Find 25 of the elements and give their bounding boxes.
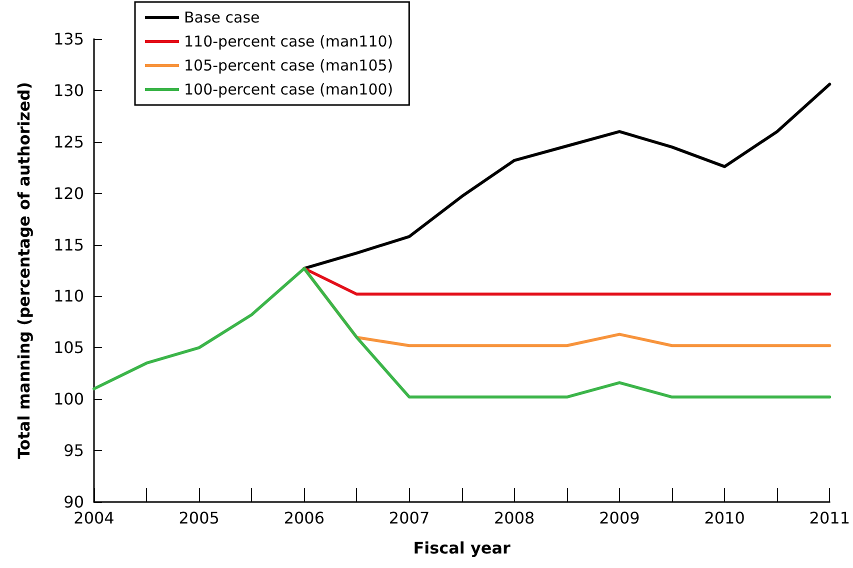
y-tick-label: 90 (64, 492, 84, 512)
y-tick-label: 120 (53, 184, 84, 203)
y-tick-label: 105 (53, 338, 84, 358)
legend-label: 100-percent case (man100) (184, 80, 394, 98)
y-tick-label: 125 (53, 132, 84, 152)
line-series (92, 266, 832, 399)
legend-label: 110-percent case (man110) (184, 32, 394, 50)
y-tick-label: 95 (64, 441, 84, 460)
y-tick-label: 135 (53, 30, 84, 48)
x-axis-title: Fiscal year (413, 538, 511, 558)
y-tick-label: 100 (53, 390, 84, 409)
y-tick-label: 115 (53, 235, 84, 254)
x-tick-label: 2009 (599, 508, 640, 528)
x-tick-label: 2007 (388, 508, 430, 528)
x-tick-label: 2005 (178, 508, 220, 528)
legend-label: 105-percent case (man105) (184, 56, 394, 74)
x-tick-label: 2008 (494, 508, 535, 528)
y-axis-title: Total manning (percentage of authorized) (14, 82, 34, 460)
y-tick-label: 130 (53, 80, 84, 100)
x-tick-label: 2006 (284, 508, 325, 528)
x-tick-label: 2011 (809, 508, 850, 528)
y-tick-label: 110 (53, 286, 84, 306)
legend-label: Base case (184, 8, 260, 26)
x-tick-label: 2004 (74, 508, 114, 528)
x-tick-label: 2010 (704, 508, 745, 528)
